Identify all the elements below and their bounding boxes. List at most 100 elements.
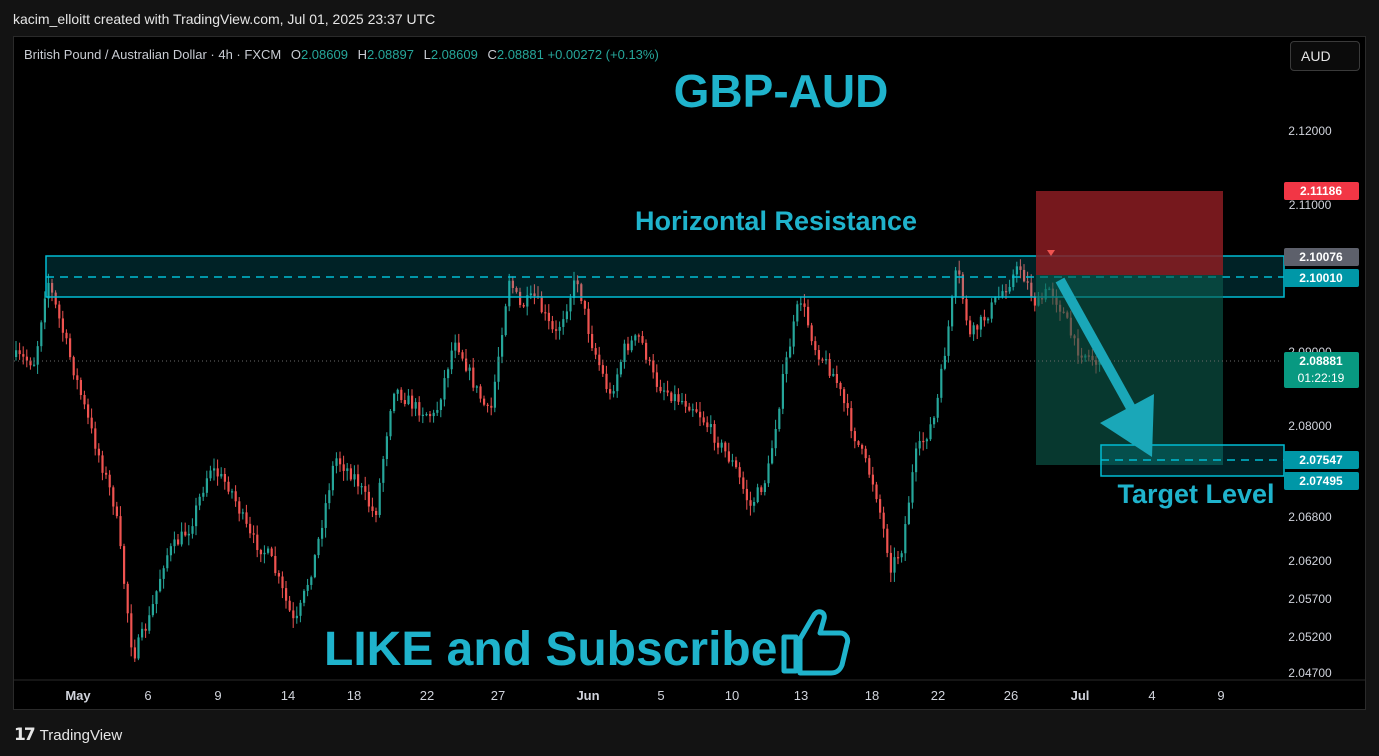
candle-body	[447, 369, 450, 379]
candle-body	[814, 341, 817, 351]
candle-body	[18, 350, 21, 355]
candle-body	[385, 436, 388, 460]
bottom-bar	[0, 711, 1379, 756]
candle-body	[677, 394, 680, 402]
high-value: 2.08897	[366, 47, 414, 62]
candle-body	[209, 470, 212, 479]
candle-body	[105, 472, 108, 475]
price-tag-resistance	[1284, 269, 1359, 287]
candle-body	[353, 474, 356, 480]
x-tick-label: 18	[865, 688, 879, 703]
candle-body	[821, 359, 824, 361]
x-tick-label: 22	[931, 688, 945, 703]
candle-body	[483, 398, 486, 405]
candle-body	[569, 297, 572, 312]
candle-body	[479, 386, 482, 399]
open-label: O	[290, 47, 301, 62]
candle-body	[285, 588, 288, 601]
chart-area[interactable]: GBP-AUD Horizontal Resistance Target Level…	[13, 36, 1366, 710]
open-value: 2.08609	[300, 47, 348, 62]
x-tick-label: 14	[281, 688, 295, 703]
candle-body	[130, 613, 133, 648]
candle-body	[846, 403, 849, 409]
x-tick-label: 22	[420, 688, 434, 703]
candle-body	[976, 325, 979, 330]
candle-body	[396, 389, 399, 394]
candle-body	[511, 280, 514, 288]
candle-body	[119, 516, 122, 547]
candle-body	[627, 343, 630, 351]
y-tick-label: 2.04700	[1288, 666, 1332, 680]
candle-body	[339, 458, 342, 465]
candle-body	[292, 610, 295, 619]
y-tick-label: 2.06200	[1288, 554, 1332, 568]
candle-body	[220, 473, 223, 477]
candle-body	[159, 578, 162, 592]
candle-body	[760, 487, 763, 493]
price-chart[interactable]: GBP-AUD Horizontal Resistance Target Level…	[14, 37, 1366, 710]
low-label: L	[423, 47, 431, 62]
candle-body	[515, 287, 518, 292]
candle-body	[249, 523, 252, 534]
x-tick-label: 5	[657, 688, 664, 703]
candle-body	[328, 490, 331, 504]
candle-body	[738, 467, 741, 478]
candle-body	[929, 424, 932, 440]
currency-button[interactable]: AUD	[1290, 41, 1360, 71]
candle-body	[245, 512, 248, 524]
candle-body	[144, 628, 147, 631]
candle-body	[576, 280, 579, 285]
candle-body	[472, 367, 475, 388]
y-tick-label: 2.11000	[1289, 198, 1332, 212]
candle-body	[36, 346, 39, 365]
candle-body	[205, 478, 208, 493]
candle-body	[432, 412, 435, 417]
candle-body	[832, 373, 835, 376]
candle-body	[256, 534, 259, 551]
candle-body	[594, 348, 597, 355]
candle-body	[151, 604, 154, 616]
candle-body	[1026, 281, 1029, 283]
candle-body	[97, 448, 100, 456]
low-value: 2.08609	[430, 47, 478, 62]
candle-body	[601, 365, 604, 374]
candle-body	[972, 325, 975, 335]
candle-body	[900, 553, 903, 558]
candle-body	[1012, 274, 1015, 288]
candle-body	[879, 499, 882, 513]
candle-body	[850, 408, 853, 432]
candle-body	[101, 455, 104, 473]
candle-body	[634, 335, 637, 341]
candle-body	[843, 389, 846, 404]
high-label: H	[357, 47, 367, 62]
target-label: Target Level	[1117, 479, 1274, 509]
close-label: C	[487, 47, 497, 62]
candle-body	[681, 400, 684, 403]
candle-body	[817, 350, 820, 360]
chart-title: GBP-AUD	[674, 65, 889, 117]
x-tick-label: 10	[725, 688, 739, 703]
candle-body	[727, 451, 730, 462]
candle-body	[15, 350, 18, 357]
candle-body	[288, 600, 291, 611]
candle-body	[547, 312, 550, 322]
candle-body	[943, 355, 946, 369]
candle-body	[616, 374, 619, 392]
tradingview-brand[interactable]: 17 TradingView	[14, 725, 122, 745]
candle-body	[465, 358, 468, 371]
candle-body	[763, 483, 766, 493]
candle-body	[371, 506, 374, 512]
candle-body	[425, 414, 428, 416]
candle-body	[191, 526, 194, 534]
candle-body	[731, 460, 734, 462]
candle-body	[166, 555, 169, 569]
y-tick-label: 2.05700	[1288, 592, 1332, 606]
candle-body	[1008, 287, 1011, 292]
candle-body	[526, 295, 529, 307]
candle-body	[331, 465, 334, 491]
candle-body	[274, 555, 277, 574]
candle-body	[79, 380, 82, 396]
candle-body	[994, 297, 997, 303]
candle-body	[771, 448, 774, 464]
candle-body	[562, 319, 565, 327]
